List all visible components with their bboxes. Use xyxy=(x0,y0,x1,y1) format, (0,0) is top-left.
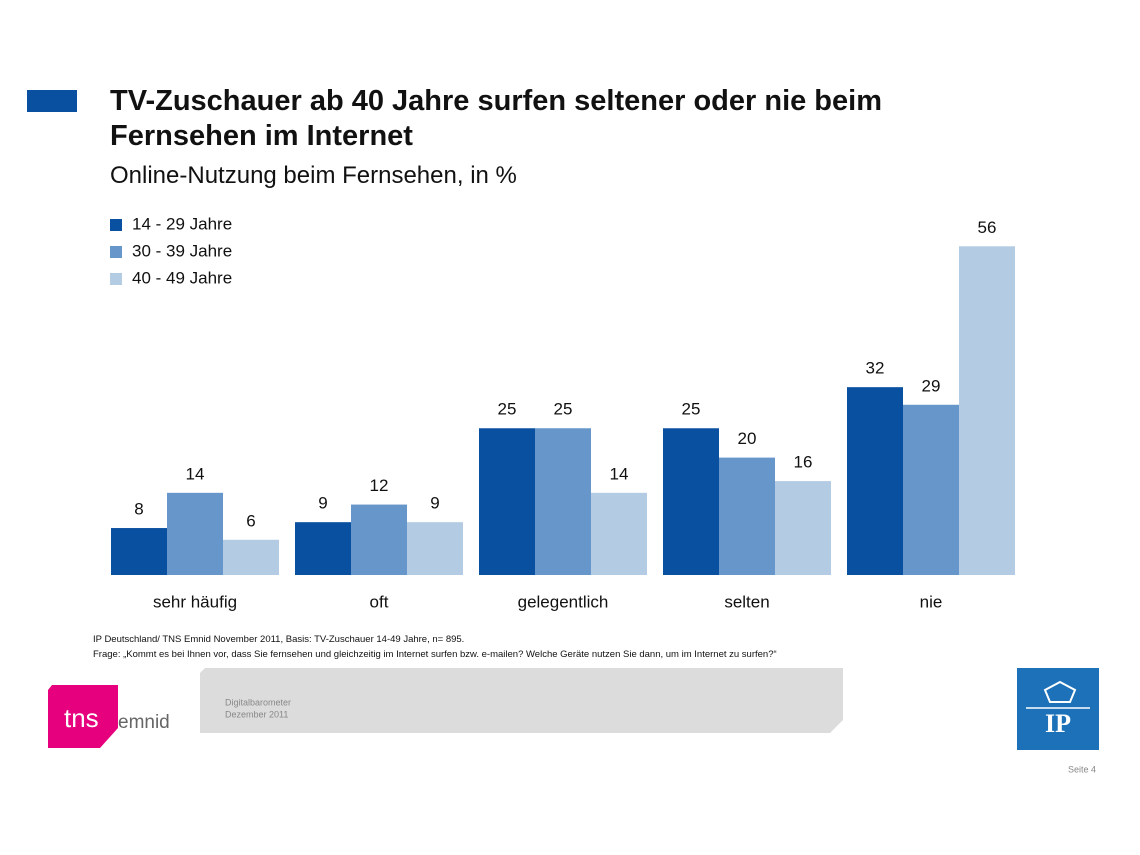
legend-label: 14 - 29 Jahre xyxy=(132,214,232,233)
bar xyxy=(223,539,279,575)
x-tick-label: selten xyxy=(724,592,769,611)
value-label: 9 xyxy=(430,494,439,513)
value-label: 16 xyxy=(794,453,813,472)
bar xyxy=(847,387,903,575)
legend-label: 30 - 39 Jahre xyxy=(132,241,232,260)
value-label: 32 xyxy=(866,359,885,378)
title-marker xyxy=(27,90,77,112)
legend-swatch xyxy=(110,273,122,285)
x-tick-label: oft xyxy=(370,592,389,611)
bar xyxy=(111,528,167,575)
bar xyxy=(535,428,591,575)
bar xyxy=(479,428,535,575)
bar xyxy=(719,457,775,575)
bar xyxy=(903,404,959,575)
x-tick-label: nie xyxy=(920,592,943,611)
value-label: 25 xyxy=(498,400,517,419)
bar xyxy=(295,522,351,575)
value-label: 20 xyxy=(738,429,757,448)
value-label: 56 xyxy=(978,218,997,237)
chart-subtitle: Online-Nutzung beim Fernsehen, in % xyxy=(110,162,517,189)
x-tick-label: sehr häufig xyxy=(153,592,237,611)
bar xyxy=(775,481,831,575)
bar xyxy=(167,492,223,575)
value-label: 9 xyxy=(318,494,327,513)
value-label: 25 xyxy=(682,400,701,419)
legend-label: 40 - 49 Jahre xyxy=(132,268,232,287)
legend-swatch xyxy=(110,219,122,231)
value-label: 8 xyxy=(134,500,143,519)
bar xyxy=(663,428,719,575)
value-label: 6 xyxy=(246,511,255,530)
bar xyxy=(407,522,463,575)
value-label: 25 xyxy=(554,400,573,419)
legend-swatch xyxy=(110,246,122,258)
value-label: 29 xyxy=(922,376,941,395)
footnote: IP Deutschland/ TNS Emnid November 2011,… xyxy=(93,634,465,645)
value-label: 14 xyxy=(610,464,629,483)
x-tick-label: gelegentlich xyxy=(518,592,609,611)
bar xyxy=(959,246,1015,575)
chart-title: TV-Zuschauer ab 40 Jahre surfen seltener… xyxy=(110,85,882,152)
bar xyxy=(591,492,647,575)
value-label: 12 xyxy=(370,476,389,495)
footnote: Frage: „Kommt es bei Ihnen vor, dass Sie… xyxy=(93,649,777,660)
bar xyxy=(351,504,407,575)
value-label: 14 xyxy=(186,464,205,483)
